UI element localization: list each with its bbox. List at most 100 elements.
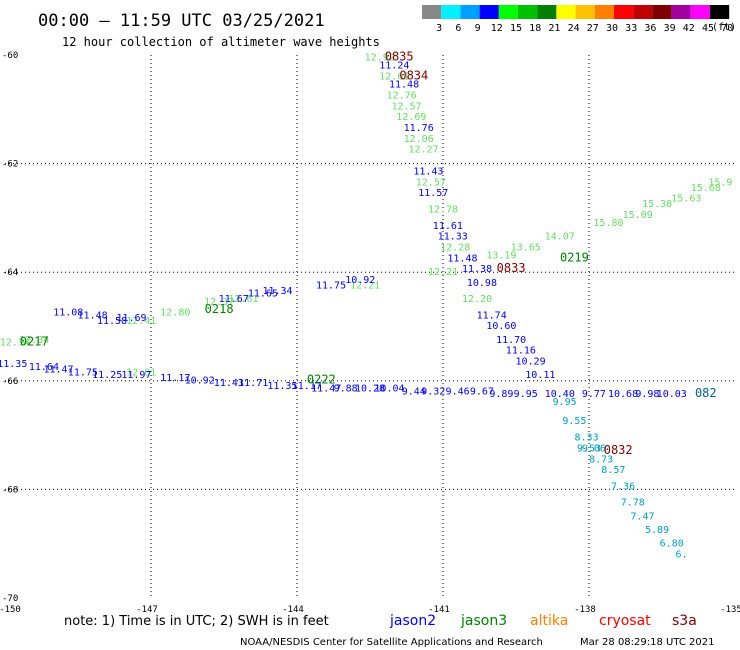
- colorbar-tick-label: 27: [587, 23, 599, 34]
- chart-title: 00:00 – 11:59 UTC 03/25/2021: [38, 11, 325, 31]
- data-label: 11.17: [292, 381, 322, 392]
- data-label: 11.58: [97, 316, 127, 327]
- data-label: 11.69: [116, 313, 146, 324]
- data-label: 11.33: [438, 232, 468, 243]
- data-label: 12.61: [228, 294, 258, 305]
- data-label: 11.57: [418, 188, 448, 199]
- data-label: 9.95: [514, 389, 538, 400]
- colorbar-swatch: [710, 5, 730, 19]
- satellite-altika-label: altika: [530, 613, 568, 629]
- data-label: 11.75: [316, 280, 346, 291]
- data-label: 11.48: [447, 253, 477, 264]
- data-label: 14.07: [545, 232, 575, 243]
- data-label: 12.61: [379, 71, 409, 82]
- data-label: 11.25: [92, 370, 122, 381]
- data-label: 12.69: [396, 112, 426, 123]
- pass-time-label: 082: [695, 386, 717, 400]
- colorbar-tick-label: 42: [683, 23, 695, 34]
- data-label: 12.01: [126, 367, 156, 378]
- data-label: 11.65: [248, 289, 278, 300]
- x-tick-label: -138: [574, 605, 596, 615]
- data-label: 15.68: [691, 183, 721, 194]
- colorbar-swatch: [633, 5, 653, 19]
- colorbar-swatch: [518, 5, 538, 19]
- data-label: 9.44: [402, 386, 426, 397]
- data-label: 10.92: [345, 275, 375, 286]
- data-label: 6.80: [660, 538, 684, 549]
- colorbar-tick-label: 3: [436, 23, 442, 34]
- data-label: 11.48: [389, 80, 419, 91]
- data-label: 11.43: [214, 378, 244, 389]
- data-label: 11.71: [238, 378, 268, 389]
- data-label: 11.97: [121, 370, 151, 381]
- data-label: 12.21: [428, 267, 458, 278]
- data-label: 11.35: [0, 359, 27, 370]
- data-label: 6.: [675, 549, 687, 560]
- colorbar-swatch: [537, 5, 557, 19]
- data-label: 15.80: [593, 218, 623, 229]
- data-label: 11.67: [219, 294, 249, 305]
- satellite-jason3-label: jason3: [460, 613, 507, 629]
- data-label: 12.80: [160, 308, 190, 319]
- colorbar-tick-label: 30: [606, 23, 618, 34]
- data-label: 9.32: [421, 386, 445, 397]
- x-tick-label: -144: [282, 605, 304, 615]
- data-label: 12.37: [204, 297, 234, 308]
- colorbar-legend: 3 6 9 12 15 18 21 24 27 30 33 36 39 42 45 70: [422, 5, 733, 34]
- y-axis-ticks: -60 -62 -64 -66 -68 -70: [2, 51, 18, 604]
- data-label: 9.53: [577, 443, 601, 454]
- colorbar-tick-label: 6: [455, 23, 461, 34]
- x-tick-label: -135: [720, 605, 740, 615]
- data-label: 15.09: [623, 210, 653, 221]
- colorbar-swatch: [479, 5, 499, 19]
- y-tick-label: -66: [2, 377, 18, 387]
- colorbar-swatch: [422, 5, 442, 19]
- colorbar-swatch: [460, 5, 480, 19]
- data-label: 11.70: [496, 335, 526, 346]
- data-label: 10.11: [525, 370, 555, 381]
- pass-time-label: 0219: [560, 250, 589, 264]
- y-tick-label: -62: [2, 160, 18, 170]
- data-label: 12.92: [365, 52, 395, 63]
- x-tick-label: -141: [428, 605, 450, 615]
- colorbar-swatch: [652, 5, 672, 19]
- satellite-cryosat-label: cryosat: [599, 613, 651, 629]
- data-label: 11.64: [29, 362, 59, 373]
- data-label: 12.27: [408, 145, 438, 156]
- data-label: 5.89: [645, 525, 669, 536]
- pass-time-label: 0217: [20, 335, 49, 349]
- data-label: 11.75: [68, 367, 98, 378]
- colorbar-tick-label: 15: [510, 23, 522, 34]
- colorbar-tick-label: 36: [644, 23, 656, 34]
- data-label: 10.28: [355, 384, 385, 395]
- colorbar-swatch: [594, 5, 614, 19]
- data-label: 7.36: [611, 481, 635, 492]
- colorbar-tick-label: 9: [475, 23, 481, 34]
- data-label: 8.73: [589, 454, 613, 465]
- data-label: 11.47: [311, 384, 341, 395]
- data-label: 9.77: [582, 389, 606, 400]
- data-label: 9.98: [635, 389, 659, 400]
- y-tick-label: -60: [2, 51, 18, 61]
- data-label: 10.98: [467, 278, 497, 289]
- data-label: 10.92: [185, 376, 215, 387]
- colorbar-tick-label: 21: [548, 23, 560, 34]
- colorbar-tick-label: 70: [721, 23, 733, 34]
- data-label: 8.57: [601, 465, 625, 476]
- data-label: 15.9: [708, 177, 732, 188]
- colorbar-tick-label: 18: [529, 23, 541, 34]
- satellite-s3a-label: s3a: [672, 613, 697, 629]
- chart-subtitle: 12 hour collection of altimeter wave hei…: [62, 35, 380, 49]
- data-label: 11.47: [43, 365, 73, 376]
- data-label: 10.04: [374, 384, 404, 395]
- data-label: 12.21: [350, 280, 380, 291]
- data-label: 12.14: [0, 338, 30, 349]
- colorbar-swatch: [556, 5, 576, 19]
- pass-time-label: 0834: [399, 68, 428, 82]
- data-label: 11.48: [78, 310, 108, 321]
- data-label: 9.06: [582, 443, 606, 454]
- data-label: 7.78: [621, 498, 645, 509]
- y-tick-label: -64: [2, 268, 18, 278]
- x-tick-label: -147: [136, 605, 158, 615]
- data-label: 12.28: [440, 242, 470, 253]
